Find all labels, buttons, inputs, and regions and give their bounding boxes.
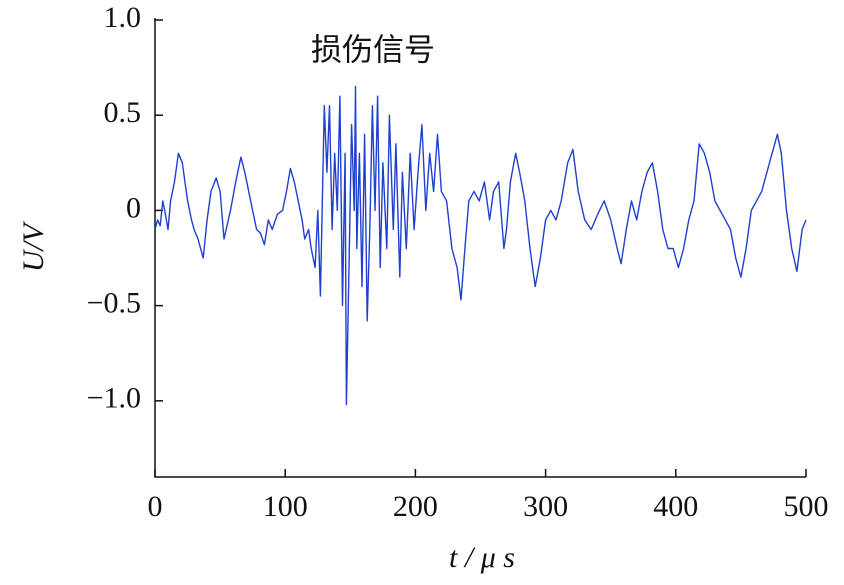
- y-tick-label: −0.5: [87, 287, 141, 320]
- y-tick-label: 0.5: [104, 96, 142, 129]
- y-tick-label: −1.0: [87, 382, 141, 415]
- y-axis-label: U/V: [17, 220, 50, 272]
- x-tick-label: 100: [263, 490, 308, 523]
- y-tick-label: 0: [126, 191, 141, 224]
- annotation: 损伤信号: [311, 33, 435, 69]
- x-tick-label: 500: [784, 490, 829, 523]
- signal-line: [154, 85, 807, 406]
- x-tick-label: 400: [653, 490, 698, 523]
- x-tick-label: 300: [523, 490, 568, 523]
- x-tick-label: 200: [393, 490, 438, 523]
- x-axis-label: t / μ s: [449, 541, 515, 574]
- y-tick-label: 1.0: [104, 1, 142, 34]
- x-tick-label: 0: [148, 490, 163, 523]
- axes: [154, 18, 806, 478]
